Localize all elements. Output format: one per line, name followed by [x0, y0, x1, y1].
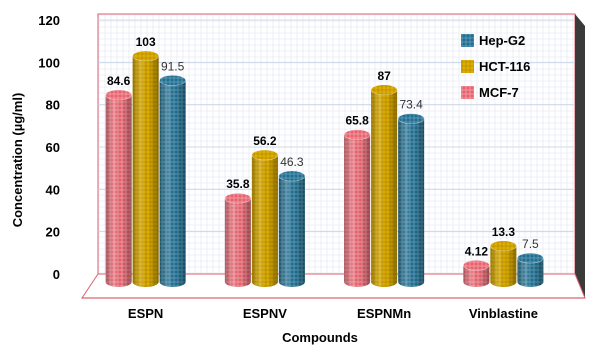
x-axis: ESPN ESPNV ESPNMn Vinblastine: [128, 306, 538, 321]
bar-shading: [132, 55, 159, 287]
legend-label: Hep-G2: [479, 33, 525, 48]
bar-cap: [251, 149, 279, 161]
x-tick-label: Vinblastine: [469, 306, 538, 321]
data-label: 84.6: [107, 74, 131, 88]
bar-shading: [463, 265, 490, 287]
bar-mcf-7-espn: 84.6: [105, 74, 132, 288]
bar-cap: [159, 75, 186, 86]
data-label: 87: [377, 69, 391, 83]
data-label: 7.5: [522, 237, 539, 251]
x-tick-label: ESPNV: [243, 306, 287, 321]
bar-cap: [278, 170, 306, 182]
legend-label: HCT-116: [479, 59, 530, 74]
bar-cap: [105, 89, 132, 101]
bar-hep-g2-espnmn: 73.4: [397, 98, 425, 287]
plot-frame: [81, 13, 586, 299]
bar-shading: [398, 118, 425, 287]
bar-shading: [490, 245, 517, 287]
y-tick-label: 40: [46, 182, 60, 197]
bar-hct-116-espnv: 56.2: [251, 134, 279, 287]
bar-shading: [278, 175, 305, 287]
bar-cap: [463, 259, 490, 271]
y-tick-label: 60: [46, 140, 60, 155]
y-axis: 0 20 40 60 80 100 120: [38, 13, 60, 282]
bar-shading: [517, 258, 544, 287]
bars: 84.6 103 91.5 35.8 56.246.3 65.8 87 73.4 4.1213.…: [105, 35, 544, 288]
bar-mcf-7-espnv: 35.8: [224, 177, 252, 287]
data-label: 103: [136, 35, 156, 49]
bar-shading: [344, 134, 371, 287]
bar-cap: [132, 50, 159, 62]
data-label: 46.3: [280, 155, 304, 169]
bar-shading: [251, 155, 278, 287]
bar-cap: [517, 252, 544, 264]
x-tick-label: ESPNMn: [357, 306, 411, 321]
y-tick-label: 80: [46, 98, 60, 113]
data-label: 56.2: [253, 134, 277, 148]
bar-mcf-7-espnmn: 65.8: [343, 114, 371, 287]
data-label: 4.12: [465, 244, 489, 258]
bar-cap: [224, 192, 252, 204]
bar-hct-116-vinblastine: 13.3: [490, 225, 517, 287]
data-label: 35.8: [226, 177, 250, 191]
bar-hct-116-espnmn: 87: [370, 69, 398, 287]
data-label: 73.4: [399, 98, 423, 112]
bar-cap: [370, 84, 398, 96]
bar-shading: [159, 80, 186, 287]
data-label: 13.3: [492, 225, 516, 239]
bar-cap: [343, 129, 371, 141]
bar-shading: [224, 198, 251, 287]
y-tick-label: 20: [46, 225, 60, 240]
bar-hct-116-espn: 103: [132, 35, 159, 287]
bar-mcf-7-vinblastine: 4.12: [463, 244, 490, 287]
y-axis-title: Concentration (µg/ml): [10, 93, 25, 228]
bar-hep-g2-espnv: 46.3: [278, 155, 306, 287]
legend-swatch: [461, 86, 474, 99]
y-tick-label: 120: [38, 13, 60, 28]
data-label: 91.5: [161, 59, 185, 73]
bar-hep-g2-vinblastine: 7.5: [517, 237, 544, 287]
bar-cap: [490, 240, 517, 252]
bar-hep-g2-espn: 91.5: [159, 59, 186, 287]
legend-swatch: [461, 60, 474, 73]
bar-cap: [397, 113, 425, 124]
legend-swatch: [461, 34, 474, 47]
x-tick-label: ESPN: [128, 306, 163, 321]
bar-shading: [105, 94, 132, 288]
bar-shading: [371, 89, 398, 287]
y-tick-label: 100: [38, 55, 60, 70]
legend: Hep-G2 HCT-116 MCF-7: [461, 33, 530, 100]
x-axis-title: Compounds: [282, 330, 358, 345]
y-tick-label: 0: [53, 267, 60, 282]
side-wall: [575, 14, 585, 298]
legend-label: MCF-7: [479, 85, 519, 100]
data-label: 65.8: [345, 114, 369, 128]
